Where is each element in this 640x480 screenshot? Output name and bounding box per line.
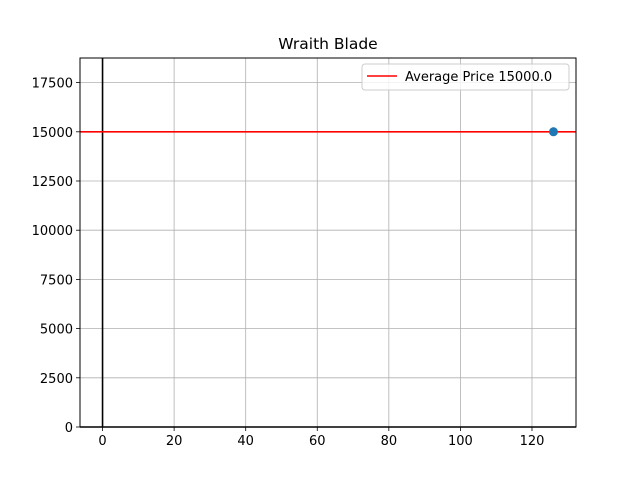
y-tick-label: 7500: [40, 273, 73, 288]
y-tick-label: 10000: [32, 224, 73, 239]
x-axis-ticks: 0 20 40 60 80 100 120: [98, 427, 544, 449]
x-tick-label: 40: [237, 434, 254, 449]
data-points: [548, 127, 558, 137]
legend: Average Price 15000.0: [361, 63, 570, 91]
x-tick-label: 80: [381, 434, 398, 449]
x-tick-label: 100: [448, 434, 473, 449]
data-point: [548, 127, 558, 137]
x-tick-label: 0: [98, 434, 106, 449]
chart-title: Wraith Blade: [278, 35, 377, 53]
y-axis-ticks: 0 2500 5000 7500 10000 12500 15000 17500: [32, 77, 80, 436]
y-tick-label: 15000: [32, 126, 73, 141]
y-tick-label: 17500: [32, 77, 73, 92]
legend-box: [361, 63, 570, 91]
x-tick-label: 20: [166, 434, 183, 449]
y-tick-label: 5000: [40, 323, 73, 338]
legend-label-average-price: Average Price 15000.0: [405, 70, 552, 85]
x-tick-label: 60: [309, 434, 326, 449]
y-tick-label: 0: [65, 421, 73, 436]
y-tick-label: 12500: [32, 175, 73, 190]
plot-area-frame: [79, 57, 577, 428]
y-tick-label: 2500: [40, 372, 73, 387]
x-tick-label: 120: [520, 434, 545, 449]
